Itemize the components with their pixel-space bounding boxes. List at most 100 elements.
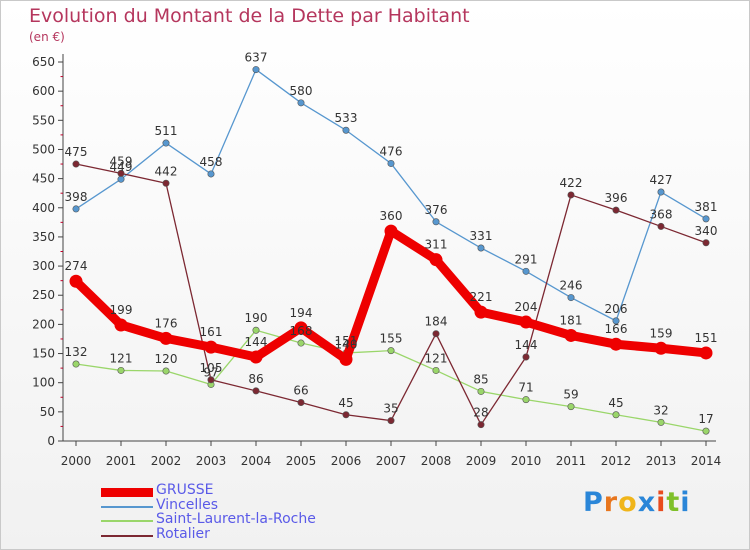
y-tick-label: 600 (32, 84, 55, 98)
data-label: 331 (470, 229, 493, 243)
x-tick-label: 2004 (241, 454, 272, 468)
x-tick-label: 2001 (106, 454, 137, 468)
data-point (564, 328, 578, 342)
data-label: 459 (110, 154, 133, 168)
y-tick-label: 200 (32, 317, 55, 331)
x-tick-label: 2008 (421, 454, 452, 468)
data-point (657, 418, 665, 426)
data-label: 427 (650, 173, 673, 187)
data-label: 291 (515, 252, 538, 266)
data-point (294, 321, 308, 335)
proxiti-logo: Proxiti (583, 487, 691, 518)
x-tick-label: 2009 (466, 454, 497, 468)
x-tick-label: 2005 (286, 454, 317, 468)
data-point (117, 169, 125, 177)
data-label: 221 (470, 290, 493, 304)
data-point (429, 253, 443, 267)
data-label: 511 (155, 124, 178, 138)
data-label: 533 (335, 111, 358, 125)
data-point (432, 366, 440, 374)
data-label: 422 (560, 176, 583, 190)
data-label: 194 (290, 306, 313, 320)
data-point (342, 126, 350, 134)
data-point (477, 244, 485, 252)
data-point (297, 399, 305, 407)
data-point (387, 159, 395, 167)
logo-letter: r (603, 487, 619, 518)
x-tick-label: 2002 (151, 454, 182, 468)
y-tick-label: 100 (32, 376, 55, 390)
data-point (387, 417, 395, 425)
data-label: 168 (290, 324, 313, 338)
data-point (432, 218, 440, 226)
data-label: 376 (425, 203, 448, 217)
data-label: 206 (605, 302, 628, 316)
y-tick-label: 550 (32, 113, 55, 127)
series-rotalier (72, 160, 710, 429)
data-point (204, 340, 218, 354)
data-label: 161 (200, 325, 223, 339)
data-label: 159 (650, 326, 673, 340)
data-point (69, 274, 83, 288)
logo-letter: o (618, 487, 638, 518)
data-point (342, 411, 350, 419)
y-tick-label: 0 (47, 434, 55, 448)
legend-swatch (101, 505, 153, 508)
data-point (297, 99, 305, 107)
x-tick-label: 2010 (511, 454, 542, 468)
data-point (522, 267, 530, 275)
data-label: 144 (245, 335, 268, 349)
data-point (117, 175, 125, 183)
data-point (519, 315, 533, 329)
data-label: 340 (695, 224, 718, 238)
data-label: 181 (560, 313, 583, 327)
data-point (702, 215, 710, 223)
data-label: 449 (110, 160, 133, 174)
data-label: 32 (653, 403, 668, 417)
data-label: 637 (245, 51, 268, 65)
y-tick-label: 350 (32, 230, 55, 244)
data-point (567, 191, 575, 199)
data-point (207, 170, 215, 178)
data-point (339, 352, 353, 366)
y-tick-label: 650 (32, 55, 55, 69)
legend-label: Rotalier (156, 525, 210, 542)
data-label: 274 (65, 259, 88, 273)
data-label: 35 (383, 402, 398, 416)
data-label: 144 (515, 338, 538, 352)
data-point (567, 403, 575, 411)
x-tick-label: 2012 (601, 454, 632, 468)
data-label: 45 (608, 396, 623, 410)
y-tick-label: 250 (32, 288, 55, 302)
data-label: 199 (110, 303, 133, 317)
data-label: 190 (245, 311, 268, 325)
data-label: 458 (200, 155, 223, 169)
series-grusse (69, 224, 713, 366)
data-label: 85 (473, 372, 488, 386)
data-point (72, 360, 80, 368)
data-label: 59 (563, 388, 578, 402)
data-label: 155 (380, 332, 403, 346)
series-vincelles (72, 66, 710, 325)
data-point (72, 205, 80, 213)
data-point (117, 366, 125, 374)
data-point (612, 411, 620, 419)
x-tick-label: 2007 (376, 454, 407, 468)
data-point (162, 139, 170, 147)
data-label: 166 (605, 322, 628, 336)
x-tick-label: 2014 (691, 454, 722, 468)
data-label: 121 (425, 351, 448, 365)
data-label: 151 (695, 331, 718, 345)
data-point (477, 387, 485, 395)
unit-label: (en €) (29, 30, 65, 44)
data-label: 184 (425, 315, 448, 329)
logo-letter: t (666, 487, 681, 518)
y-tick-label: 500 (32, 142, 55, 156)
data-point (114, 318, 128, 332)
x-tick-label: 2011 (556, 454, 587, 468)
data-label: 476 (380, 144, 403, 158)
data-point (207, 376, 215, 384)
data-point (474, 305, 488, 319)
data-point (522, 353, 530, 361)
data-label: 28 (473, 406, 488, 420)
